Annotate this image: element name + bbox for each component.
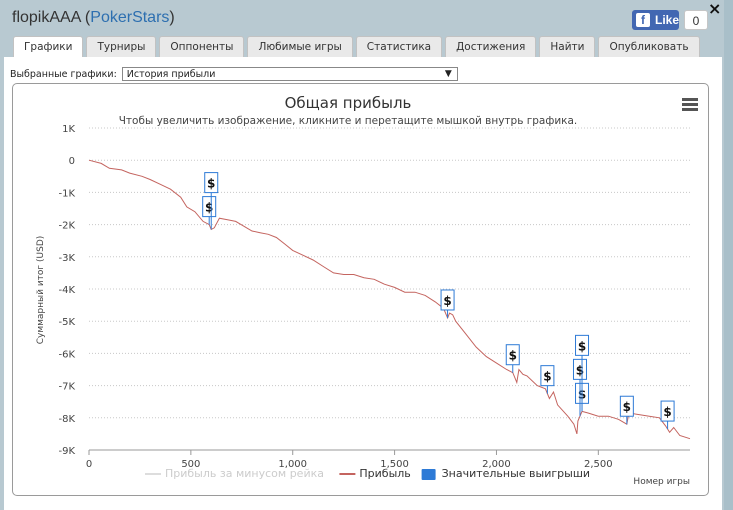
y-tick-label: 1K bbox=[62, 124, 75, 135]
chart-selector-dropdown[interactable]: История прибыли ▼ bbox=[121, 67, 458, 81]
chart-grid bbox=[89, 127, 690, 451]
like-count: 0 bbox=[684, 10, 708, 30]
dollar-icon: $ bbox=[663, 405, 671, 419]
big-win-flag[interactable]: $ bbox=[440, 289, 455, 318]
legend-item[interactable]: Прибыль bbox=[339, 467, 411, 480]
big-win-flag[interactable]: $ bbox=[619, 395, 634, 425]
dollar-icon: $ bbox=[443, 294, 451, 308]
flag-box bbox=[619, 395, 634, 417]
dropdown-arrow-icon: ▼ bbox=[444, 69, 452, 79]
chart-menu-icon[interactable] bbox=[682, 98, 698, 111]
profit-chart[interactable]: Общая прибыль Чтобы увеличить изображени… bbox=[13, 84, 708, 495]
y-tick-label: 0 bbox=[69, 156, 75, 167]
flag-box bbox=[505, 344, 520, 366]
tab-bar: Графики Турниры Оппоненты Любимые игры С… bbox=[13, 36, 700, 58]
y-tick-label: -3K bbox=[58, 253, 75, 264]
dollar-icon: $ bbox=[509, 349, 517, 363]
flag-box bbox=[202, 196, 217, 218]
site-link[interactable]: PokerStars bbox=[90, 9, 170, 26]
legend-label: Прибыль bbox=[359, 467, 410, 480]
tab-content: Выбранные графики: История прибыли ▼ Общ… bbox=[4, 57, 722, 510]
player-name: flopikAAA bbox=[12, 9, 81, 26]
profit-series-line bbox=[88, 159, 691, 440]
tab-statistics[interactable]: Статистика bbox=[355, 36, 443, 57]
tab-opponents[interactable]: Оппоненты bbox=[159, 36, 245, 57]
dollar-icon: $ bbox=[623, 400, 631, 414]
flag-box bbox=[540, 365, 555, 387]
y-axis-title: Суммарный итог (USD) bbox=[36, 236, 46, 345]
legend-item[interactable]: Значительные выигрыши bbox=[421, 467, 590, 480]
dollar-icon: $ bbox=[205, 201, 213, 215]
flag-box bbox=[204, 172, 219, 194]
tab-find[interactable]: Найти bbox=[539, 36, 596, 57]
dollar-icon: $ bbox=[543, 370, 551, 384]
big-win-flag[interactable]: $ bbox=[540, 365, 555, 394]
x-tick-label: 0 bbox=[86, 459, 92, 470]
dollar-icon: $ bbox=[576, 363, 584, 377]
chart-legend: Прибыль за минусом рейка Прибыль Значитель… bbox=[145, 467, 590, 480]
flag-box bbox=[575, 334, 590, 356]
tab-charts[interactable]: Графики bbox=[13, 36, 84, 58]
chart-subtitle: Чтобы увеличить изображение, кликните и … bbox=[119, 115, 578, 127]
chart-container: Общая прибыль Чтобы увеличить изображени… bbox=[12, 83, 709, 496]
y-tick-label: -9K bbox=[58, 446, 75, 457]
chart-selector-label: Выбранные графики: bbox=[10, 68, 117, 80]
y-tick-label: -2K bbox=[58, 221, 75, 232]
y-tick-label: -6K bbox=[58, 349, 75, 360]
y-axis-ticks: 1K 0 -1K -2K -3K -4K -5K -6K -7K -8K -9K bbox=[58, 124, 75, 457]
x-axis-ticks: 0 500 1,000 1,500 2,000 2,500 bbox=[86, 450, 613, 470]
flag-box bbox=[440, 289, 455, 311]
flag-box bbox=[660, 400, 675, 422]
y-tick-label: -7K bbox=[58, 382, 75, 393]
big-win-flag[interactable]: $ bbox=[572, 358, 587, 417]
x-tick-label: 1,000 bbox=[278, 459, 307, 470]
big-win-flag[interactable]: $ bbox=[202, 196, 217, 225]
big-win-flag[interactable]: $ bbox=[204, 172, 219, 230]
tab-tournaments[interactable]: Турниры bbox=[86, 36, 157, 57]
y-tick-label: -8K bbox=[58, 414, 75, 425]
y-tick-label: -1K bbox=[58, 188, 75, 199]
like-label: Like bbox=[654, 13, 679, 27]
big-win-flag[interactable]: $ bbox=[660, 400, 675, 430]
flag-box bbox=[572, 358, 587, 380]
x-tick-label: 500 bbox=[181, 459, 200, 470]
legend-item[interactable]: Прибыль за минусом рейка bbox=[145, 467, 324, 480]
tab-favorite-games[interactable]: Любимые игры bbox=[247, 36, 353, 57]
chart-selector-row: Выбранные графики: История прибыли ▼ bbox=[10, 67, 458, 81]
big-win-flag[interactable]: $ bbox=[575, 334, 590, 412]
tab-publish[interactable]: Опубликовать bbox=[598, 36, 700, 57]
big-win-flags: $$$$$$$$$ $ bbox=[202, 172, 675, 430]
big-win-flag[interactable]: $ bbox=[505, 344, 520, 373]
window-title: flopikAAA (PokerStars) bbox=[12, 9, 175, 26]
x-tick-label: 2,500 bbox=[584, 459, 613, 470]
chart-title: Общая прибыль bbox=[285, 94, 412, 112]
dollar-icon: $ bbox=[578, 339, 586, 353]
facebook-like-button[interactable]: f Like bbox=[632, 10, 679, 30]
x-tick-label: 1,500 bbox=[380, 459, 409, 470]
legend-label: Прибыль за минусом рейка bbox=[165, 467, 324, 480]
y-tick-label: -4K bbox=[58, 285, 75, 296]
legend-label: Значительные выигрыши bbox=[442, 467, 590, 480]
dollar-icon: $ bbox=[207, 177, 215, 191]
facebook-icon: f bbox=[636, 13, 650, 27]
y-tick-label: -5K bbox=[58, 317, 75, 328]
x-tick-label: 2,000 bbox=[482, 459, 511, 470]
close-icon[interactable]: × bbox=[708, 0, 722, 18]
legend-symbol bbox=[421, 469, 436, 480]
tab-achievements[interactable]: Достижения bbox=[445, 36, 537, 57]
chart-selector-value: История прибыли bbox=[126, 69, 216, 80]
x-axis-title: Номер игры bbox=[633, 477, 690, 487]
